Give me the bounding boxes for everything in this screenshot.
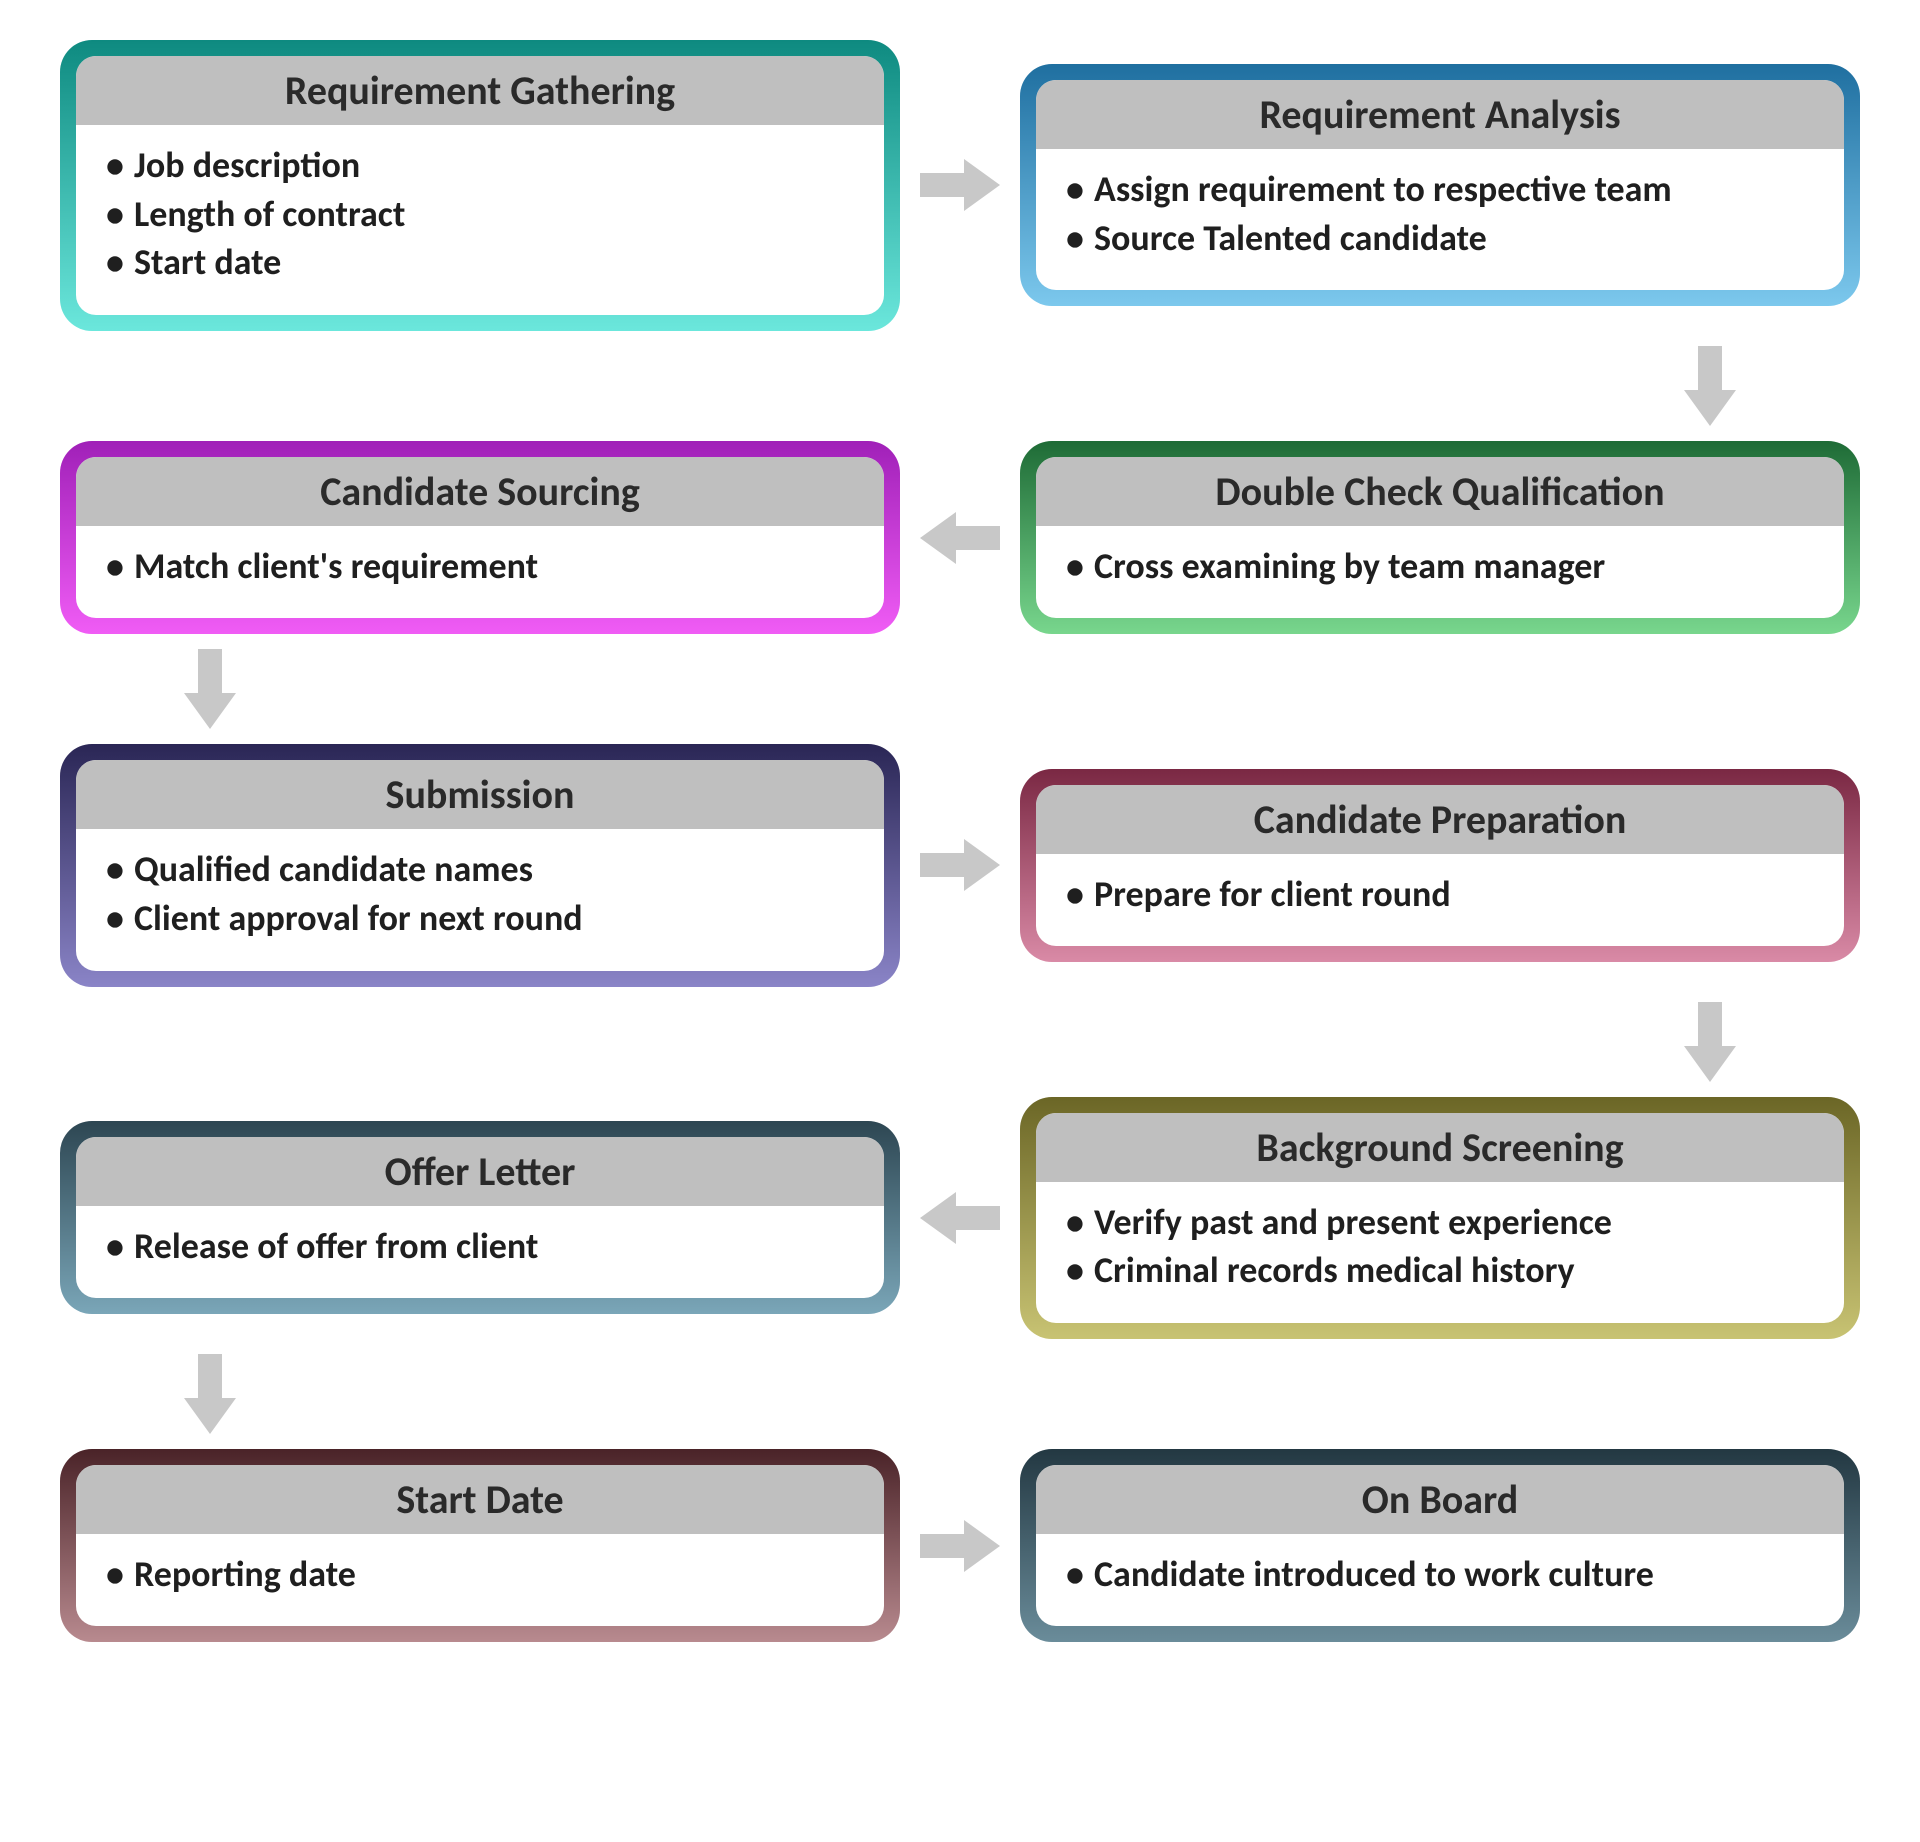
- node-item: Verify past and present experience: [1066, 1198, 1814, 1247]
- node-item: Cross examining by team manager: [1066, 542, 1814, 591]
- node-item: Candidate introduced to work culture: [1066, 1550, 1814, 1599]
- node-title: On Board: [1036, 1465, 1844, 1534]
- node-req-analysis: Requirement AnalysisAssign requirement t…: [1020, 64, 1860, 306]
- arrow-down: [60, 634, 900, 744]
- node-title: Requirement Gathering: [76, 56, 884, 125]
- node-req-gathering: Requirement GatheringJob descriptionLeng…: [60, 40, 900, 331]
- node-item: Match client's requirement: [106, 542, 854, 591]
- node-body: Prepare for client round: [1036, 854, 1844, 947]
- node-body: Verify past and present experienceCrimin…: [1036, 1182, 1844, 1323]
- node-candidate-prep: Candidate Preparation Prepare for client …: [1020, 769, 1860, 963]
- node-body: Qualified candidate namesClient approval…: [76, 829, 884, 970]
- node-body: Release of offer from client: [76, 1206, 884, 1299]
- node-body: Job descriptionLength of contractStart d…: [76, 125, 884, 315]
- node-title: Double Check Qualification: [1036, 457, 1844, 526]
- node-start-date: Start Date Reporting date: [60, 1449, 900, 1643]
- node-item: Client approval for next round: [106, 894, 854, 943]
- node-item: Criminal records medical history: [1066, 1246, 1814, 1295]
- arrow-down: [60, 1339, 900, 1449]
- node-title: Background Screening: [1036, 1113, 1844, 1182]
- node-offer-letter: Offer Letter Release of offer from client: [60, 1121, 900, 1315]
- node-title: Requirement Analysis: [1036, 80, 1844, 149]
- arrow-down: [1020, 987, 1860, 1097]
- flowchart-grid: Requirement GatheringJob descriptionLeng…: [60, 40, 1860, 1642]
- node-double-check: Double Check Qualification Cross examinin…: [1020, 441, 1860, 635]
- node-title: Candidate Preparation: [1036, 785, 1844, 854]
- arrow-down: [1020, 331, 1860, 441]
- node-title: Submission: [76, 760, 884, 829]
- node-item: Qualified candidate names: [106, 845, 854, 894]
- node-candidate-sourcing: Candidate Sourcing Match client's require…: [60, 441, 900, 635]
- node-title: Start Date: [76, 1465, 884, 1534]
- node-title: Offer Letter: [76, 1137, 884, 1206]
- node-background-screening: Background ScreeningVerify past and pres…: [1020, 1097, 1860, 1339]
- node-body: Reporting date: [76, 1534, 884, 1627]
- arrow-left: [900, 508, 1020, 568]
- node-body: Candidate introduced to work culture: [1036, 1534, 1844, 1627]
- node-submission: SubmissionQualified candidate namesClien…: [60, 744, 900, 986]
- arrow-right: [900, 155, 1020, 215]
- node-item: Source Talented candidate: [1066, 214, 1814, 263]
- node-body: Assign requirement to respective teamSou…: [1036, 149, 1844, 290]
- arrow-left: [900, 1188, 1020, 1248]
- node-body: Cross examining by team manager: [1036, 526, 1844, 619]
- node-title: Candidate Sourcing: [76, 457, 884, 526]
- node-item: Start date: [106, 238, 854, 287]
- node-on-board: On Board Candidate introduced to work cul…: [1020, 1449, 1860, 1643]
- node-item: Prepare for client round: [1066, 870, 1814, 919]
- node-item: Assign requirement to respective team: [1066, 165, 1814, 214]
- arrow-right: [900, 1516, 1020, 1576]
- node-item: Length of contract: [106, 190, 854, 239]
- node-item: Release of offer from client: [106, 1222, 854, 1271]
- node-item: Reporting date: [106, 1550, 854, 1599]
- arrow-right: [900, 835, 1020, 895]
- node-body: Match client's requirement: [76, 526, 884, 619]
- node-item: Job description: [106, 141, 854, 190]
